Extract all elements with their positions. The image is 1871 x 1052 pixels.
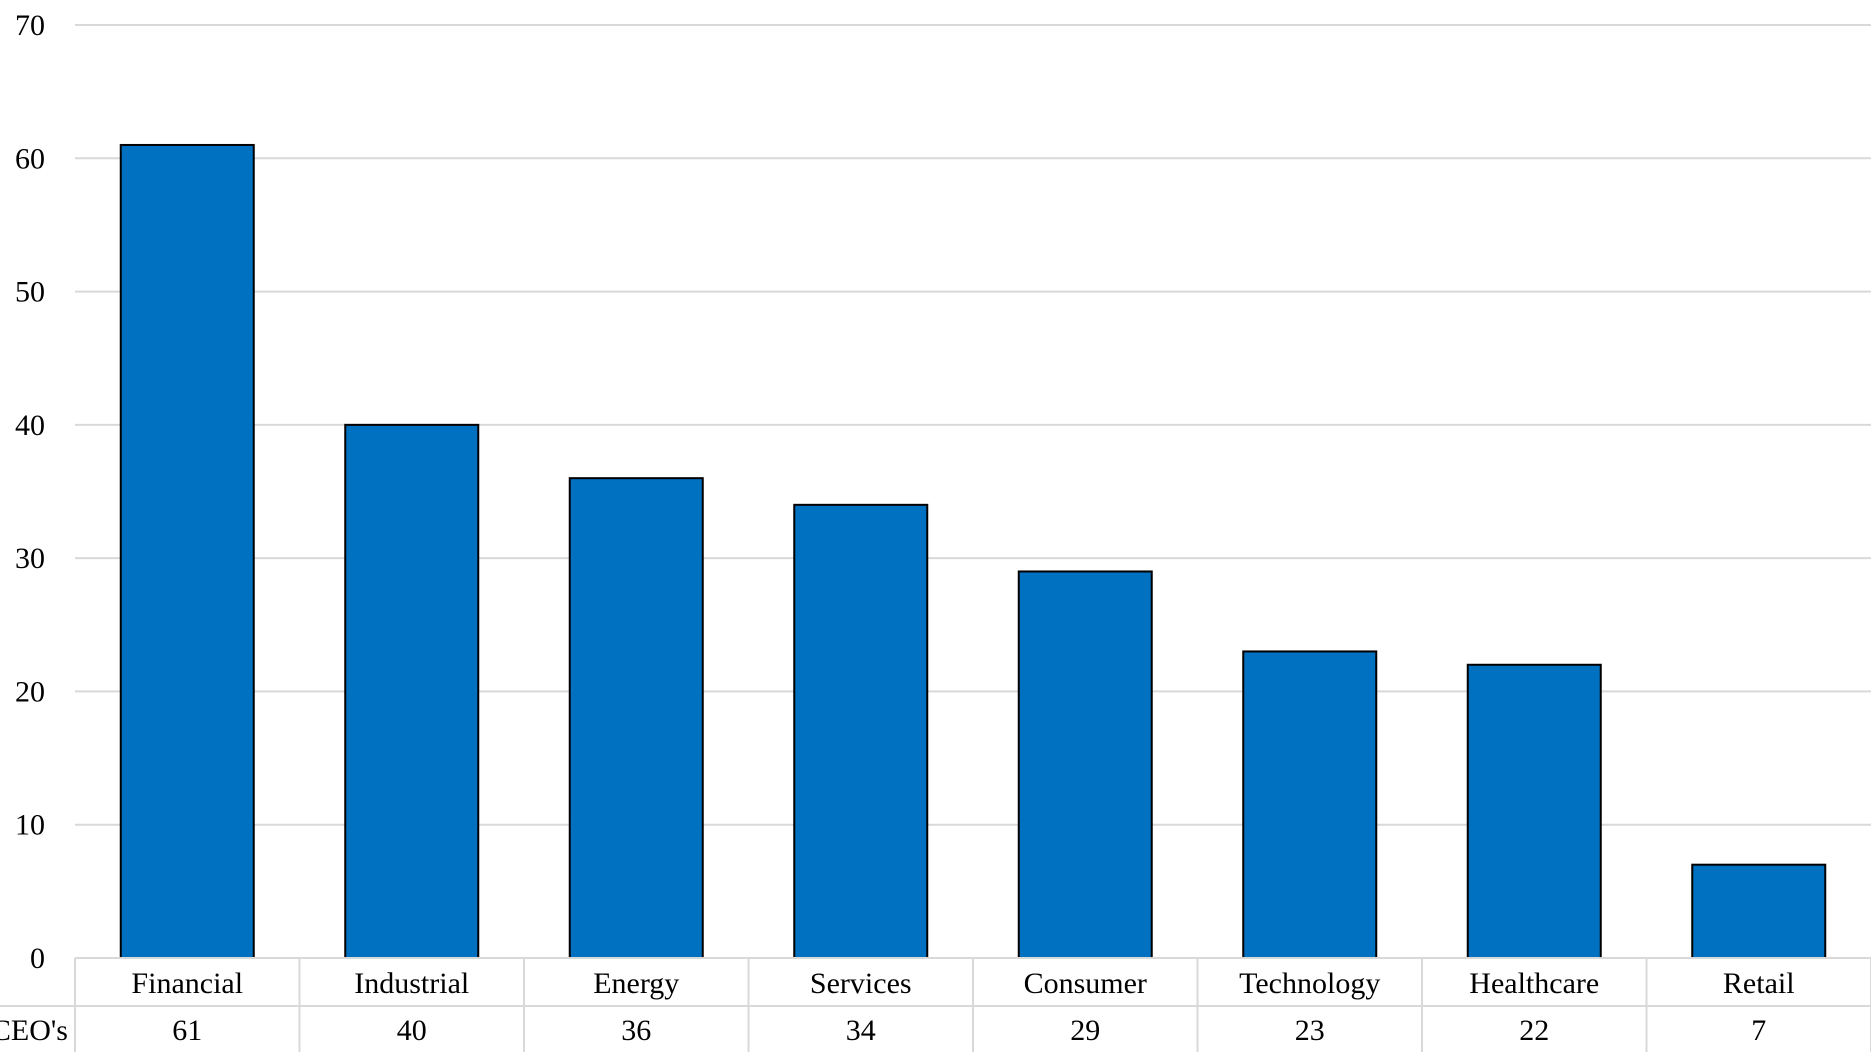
y-tick-label: 40 — [15, 409, 45, 442]
table-value: 23 — [1295, 1014, 1325, 1047]
category-label: Services — [810, 967, 912, 1000]
y-tick-label: 50 — [15, 276, 45, 309]
y-axis-tick-labels: 0 10 20 30 40 50 60 70 — [15, 9, 45, 975]
category-label: Consumer — [1024, 967, 1147, 1000]
bar-industrial — [344, 423, 480, 960]
y-tick-label: 60 — [15, 142, 45, 175]
y-tick-label: 10 — [15, 809, 45, 842]
table-value: 61 — [172, 1014, 202, 1047]
bar-energy — [568, 477, 704, 959]
bar-consumer — [1017, 570, 1153, 959]
y-tick-label: 30 — [15, 542, 45, 575]
category-label: Energy — [593, 967, 679, 1000]
bars — [119, 143, 1827, 960]
category-label: Technology — [1239, 967, 1380, 1000]
table-value: 22 — [1519, 1014, 1549, 1047]
y-tick-label: 70 — [15, 9, 45, 42]
data-table: Financial Industrial Energy Services Consume… — [0, 957, 1871, 1052]
y-tick-label: 20 — [15, 675, 45, 708]
category-label: Retail — [1723, 967, 1795, 1000]
table-value: 36 — [621, 1014, 651, 1047]
bar-retail — [1691, 863, 1827, 960]
bar-technology — [1242, 650, 1378, 959]
category-label: Financial — [131, 967, 243, 1000]
table-value: 40 — [397, 1014, 427, 1047]
table-row-header: CEO's — [0, 1014, 68, 1047]
table-value: 34 — [846, 1014, 876, 1047]
y-tick-label: 0 — [30, 942, 45, 975]
bar-financial — [119, 143, 255, 959]
bar-healthcare — [1466, 663, 1602, 959]
category-label: Industrial — [354, 967, 469, 1000]
category-label: Healthcare — [1469, 967, 1599, 1000]
table-value: 29 — [1070, 1014, 1100, 1047]
table-value: 7 — [1751, 1014, 1766, 1047]
bar-services — [793, 503, 929, 959]
